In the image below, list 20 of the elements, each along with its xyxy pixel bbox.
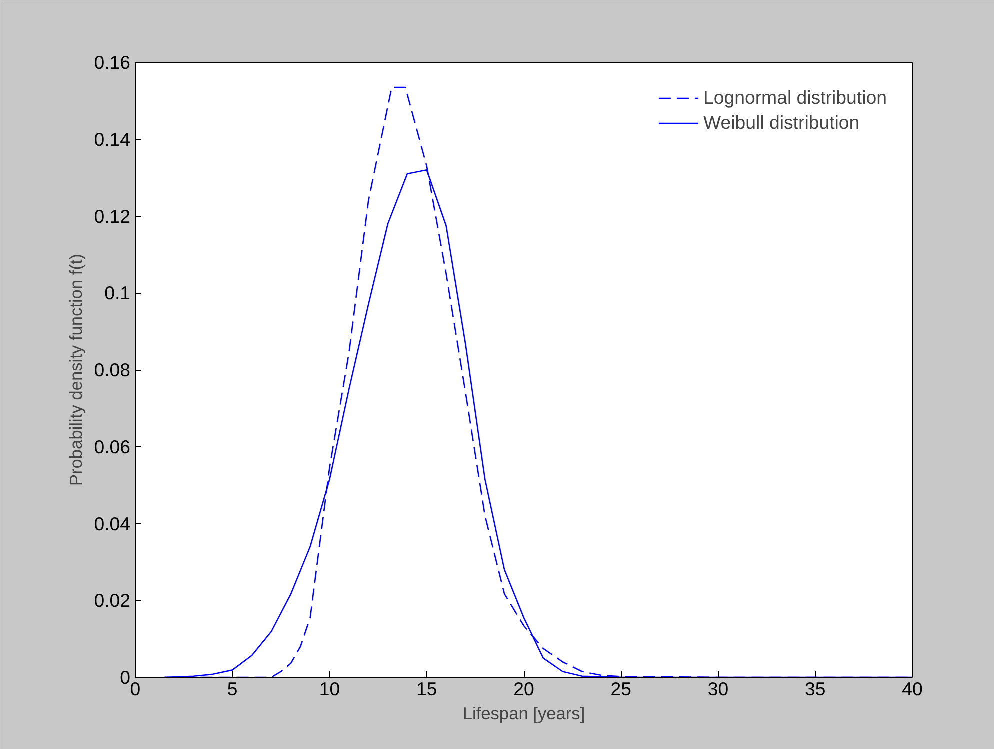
x-tick-label: 35: [805, 678, 826, 700]
x-tick-label: 25: [610, 678, 632, 700]
x-tick-label: 40: [902, 678, 923, 700]
x-tick-label: 5: [227, 678, 238, 700]
y-tick-label: 0.12: [94, 206, 130, 227]
legend-label: Weibull distribution: [703, 112, 860, 134]
y-tick-label: 0.14: [94, 128, 130, 150]
x-tick-label: 20: [514, 678, 534, 700]
y-tick-label: 0.1: [104, 282, 131, 304]
x-tick-label: 30: [708, 678, 729, 700]
x-axis-title: Lifespan [years]: [462, 704, 586, 724]
x-tick-label: 10: [319, 678, 340, 700]
y-tick-label: 0.06: [94, 436, 130, 458]
legend-label: Lognormal distribution: [703, 87, 887, 109]
y-tick-label: 0.02: [94, 590, 130, 612]
y-tick-label: 0.16: [94, 52, 130, 73]
y-tick-label: 0.04: [94, 513, 130, 534]
x-tick-label: 15: [416, 678, 438, 700]
y-axis-title: Probability density function f(t): [66, 254, 86, 486]
y-tick-label: 0.08: [94, 360, 130, 380]
